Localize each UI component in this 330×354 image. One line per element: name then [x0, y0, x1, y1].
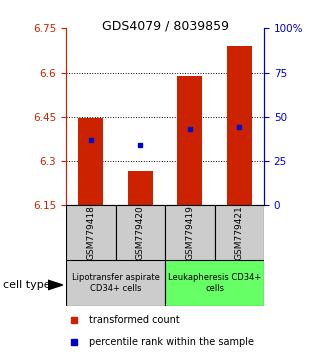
Bar [66, 205, 115, 260]
Text: transformed count: transformed count [89, 315, 180, 325]
Text: GSM779418: GSM779418 [86, 205, 95, 260]
Bar [165, 260, 264, 306]
Text: percentile rank within the sample: percentile rank within the sample [89, 337, 254, 347]
Bar [66, 260, 165, 306]
Text: Leukapheresis CD34+
cells: Leukapheresis CD34+ cells [168, 274, 261, 293]
Text: GSM779419: GSM779419 [185, 205, 194, 260]
Text: cell type: cell type [3, 280, 51, 290]
Text: GSM779420: GSM779420 [136, 205, 145, 260]
Text: GSM779421: GSM779421 [235, 205, 244, 260]
Text: GDS4079 / 8039859: GDS4079 / 8039859 [102, 19, 228, 33]
Polygon shape [48, 280, 63, 290]
Bar [165, 205, 214, 260]
Bar [79, 118, 103, 205]
Bar [115, 205, 165, 260]
Bar [214, 205, 264, 260]
Text: Lipotransfer aspirate
CD34+ cells: Lipotransfer aspirate CD34+ cells [72, 274, 159, 293]
Bar [227, 46, 251, 205]
Bar [128, 171, 152, 205]
Bar [178, 75, 202, 205]
